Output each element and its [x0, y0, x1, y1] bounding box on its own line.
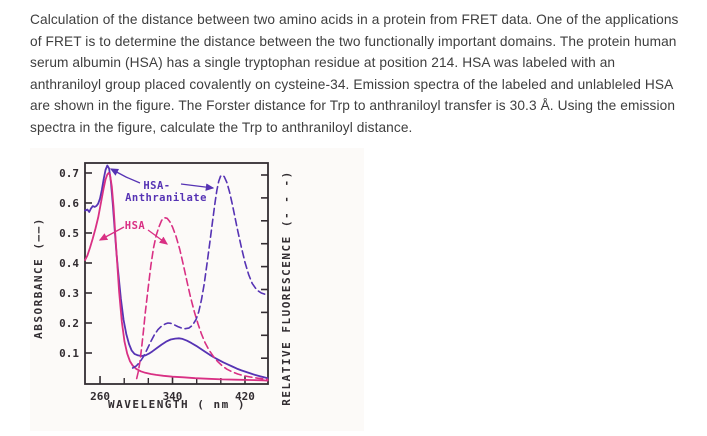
arrow-to-hsa-fluorescence: [147, 229, 169, 245]
plot-border: [84, 162, 269, 385]
x-tick-label: 340: [163, 390, 183, 403]
y-tick-label: 0.1: [59, 347, 79, 360]
x-axis: 260 340 420: [90, 376, 255, 403]
problem-statement: Calculation of the distance between two …: [30, 12, 679, 135]
fret-spectra-figure: 0.1 0.2 0.3 0.4 0.5 0.6 0.7 260 340 420 ABSORBANCE…: [30, 148, 364, 431]
y-axis-right-title: RELATIVE FLUORESCENCE (- - -): [280, 170, 293, 406]
y-tick-label: 0.7: [59, 167, 79, 180]
curve-hsa-anthranilate-fluorescence: [131, 174, 269, 369]
arrow-to-hsa-anth-fluorescence: [180, 183, 215, 191]
label-hsa-anthranilate-line2: Anthranilate: [125, 192, 207, 204]
label-hsa-anthranilate-line1: HSA-: [143, 180, 170, 192]
curve-hsa-absorbance: [84, 172, 269, 382]
y-tick-label: 0.5: [59, 227, 79, 240]
y-tick-label: 0.4: [59, 257, 79, 270]
y-axis-left: 0.1 0.2 0.3 0.4 0.5 0.6 0.7: [59, 167, 92, 360]
curve-hsa-fluorescence: [135, 216, 269, 381]
arrow-to-hsa-absorbance: [98, 226, 125, 241]
curve-hsa-anthranilate-absorbance: [84, 164, 269, 380]
y-tick-label: 0.2: [59, 317, 79, 330]
spectra-chart: 0.1 0.2 0.3 0.4 0.5 0.6 0.7 260 340 420 ABSORBANCE…: [32, 162, 293, 411]
x-tick-label: 260: [90, 390, 110, 403]
x-axis-title: WAVELENGTH ( nm ): [108, 398, 246, 411]
x-tick-label: 420: [235, 390, 255, 403]
y-axis-right: [261, 174, 268, 359]
y-tick-label: 0.6: [59, 197, 79, 210]
y-axis-left-title: ABSORBANCE (——): [32, 217, 45, 339]
label-hsa: HSA: [125, 220, 146, 232]
y-tick-label: 0.3: [59, 287, 79, 300]
arrow-to-hsa-anth-absorbance: [109, 168, 141, 184]
